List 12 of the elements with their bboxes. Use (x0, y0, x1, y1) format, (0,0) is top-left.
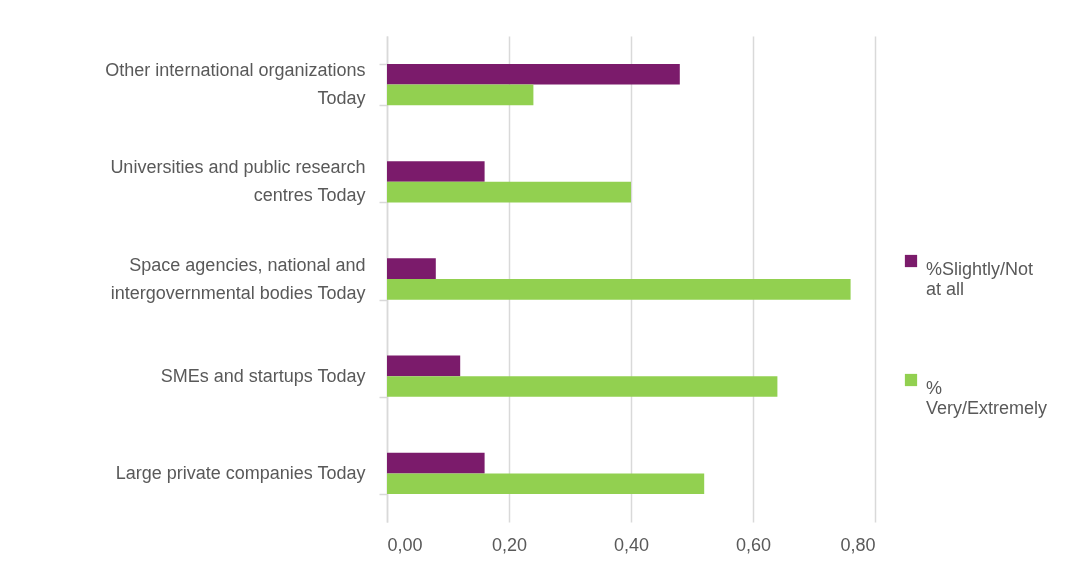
y-tick-label: Large private companies Today (115, 462, 366, 483)
legend-label: % Very/Extremely (926, 378, 1048, 418)
x-tick-label: 0,40 (613, 534, 650, 555)
legend-label: %Slightly/Not at all (926, 259, 1034, 299)
y-tick-label: SMEs and startups Today (160, 365, 366, 386)
x-tick-label: 0,00 (387, 534, 423, 555)
x-tick-label: 0,60 (735, 534, 772, 555)
y-tick-label: Space agencies, national and intergovernmental bodies Today (110, 254, 366, 303)
y-tick-label: Other international organizations Today (105, 60, 366, 109)
y-tick-label: Universities and public research centres Today (110, 157, 366, 206)
x-tick-label: 0,80 (840, 534, 876, 555)
x-tick-label: 0,20 (491, 534, 528, 555)
